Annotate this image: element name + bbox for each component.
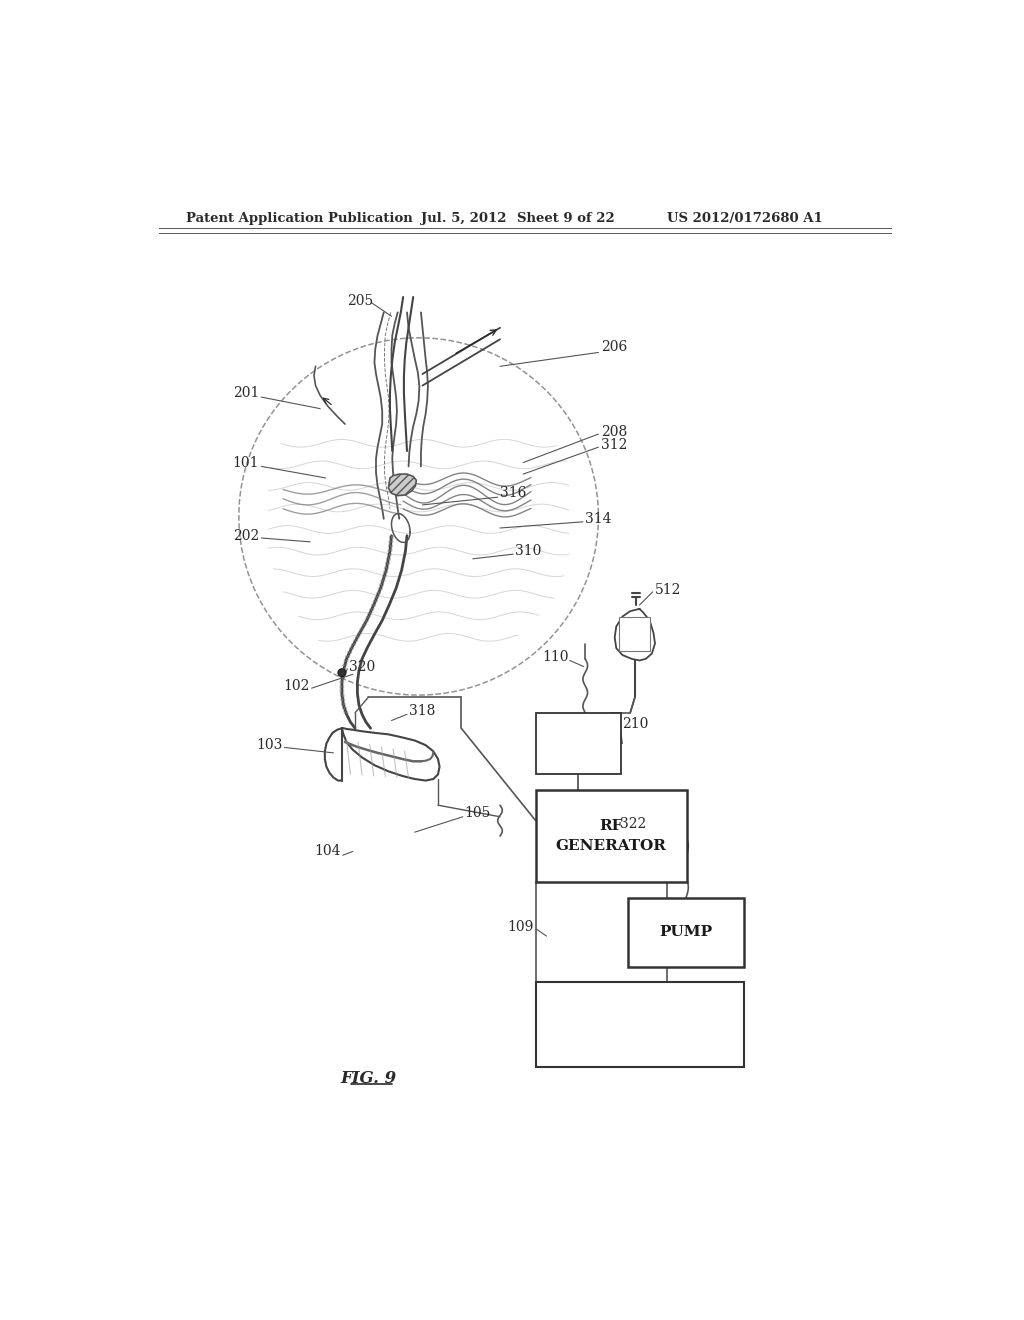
Bar — [536, 982, 744, 1067]
Text: 201: 201 — [232, 387, 259, 400]
Text: 310: 310 — [515, 544, 542, 558]
Polygon shape — [388, 474, 417, 496]
Text: 105: 105 — [464, 807, 490, 820]
Text: 318: 318 — [409, 705, 435, 718]
Text: Sheet 9 of 22: Sheet 9 of 22 — [517, 213, 614, 224]
Text: US 2012/0172680 A1: US 2012/0172680 A1 — [667, 213, 822, 224]
Text: Jul. 5, 2012: Jul. 5, 2012 — [421, 213, 507, 224]
Text: 109: 109 — [508, 920, 535, 933]
Text: 210: 210 — [623, 717, 649, 731]
Text: Patent Application Publication: Patent Application Publication — [186, 213, 413, 224]
Bar — [620, 616, 650, 651]
Text: 104: 104 — [314, 845, 341, 858]
Text: 102: 102 — [283, 678, 309, 693]
Text: 101: 101 — [232, 455, 259, 470]
Circle shape — [338, 669, 346, 677]
Text: 208: 208 — [601, 425, 627, 438]
Text: 202: 202 — [232, 529, 259, 543]
Text: 316: 316 — [500, 486, 526, 500]
Text: 205: 205 — [347, 294, 374, 308]
Text: 320: 320 — [349, 660, 375, 673]
Text: PUMP: PUMP — [659, 925, 713, 940]
Text: 322: 322 — [621, 817, 646, 832]
Bar — [536, 789, 687, 882]
Text: 103: 103 — [256, 738, 283, 752]
Text: 110: 110 — [543, 651, 569, 664]
Text: FIG. 9: FIG. 9 — [340, 1071, 396, 1088]
Text: RF
GENERATOR: RF GENERATOR — [556, 820, 667, 853]
Bar — [536, 713, 621, 775]
Text: 314: 314 — [586, 512, 611, 525]
Text: 206: 206 — [601, 341, 627, 354]
Bar — [628, 898, 744, 966]
Text: 512: 512 — [655, 582, 681, 597]
Text: 312: 312 — [601, 438, 627, 451]
